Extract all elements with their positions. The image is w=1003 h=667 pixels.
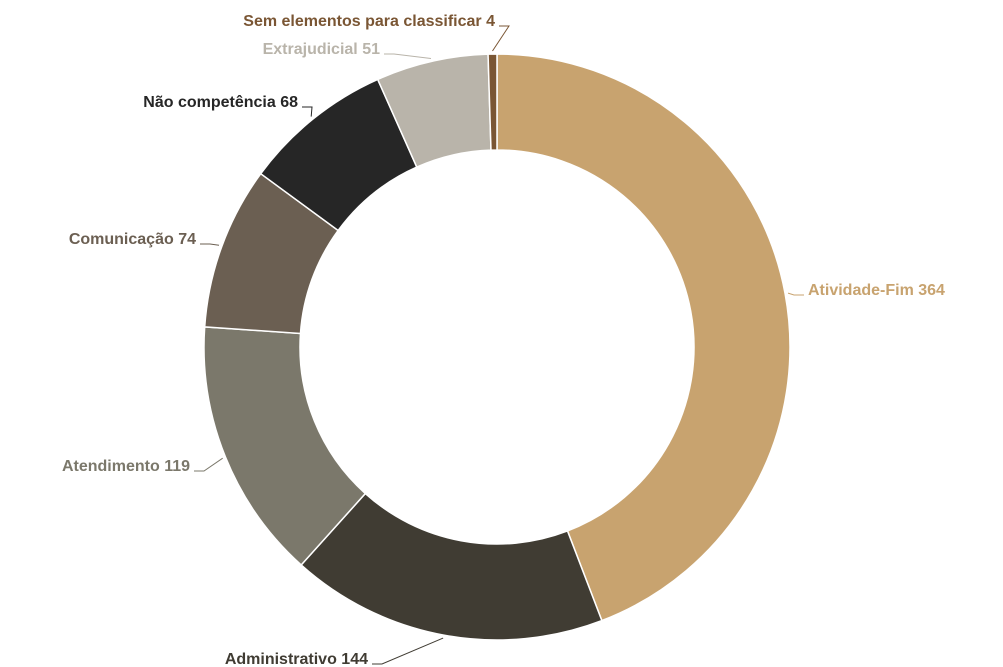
slice-label: Comunicação 74 — [69, 231, 196, 248]
slice-label-value: 119 — [164, 458, 190, 475]
slice-label-value: 74 — [178, 231, 196, 248]
slice-label-name: Não competência — [143, 94, 276, 111]
leader-line — [384, 53, 432, 59]
slice-label: Administrativo 144 — [225, 651, 368, 667]
slice-label-value: 51 — [362, 41, 380, 58]
slice-label-name: Administrativo — [225, 651, 337, 667]
slice-label-value: 68 — [280, 94, 298, 111]
slice-label-value: 144 — [341, 651, 368, 667]
leader-line — [194, 457, 223, 472]
slice-label-name: Sem elementos para classificar — [243, 13, 481, 30]
slice-label-name: Extrajudicial — [263, 41, 358, 58]
slice-label-name: Atendimento — [62, 458, 160, 475]
leader-line — [372, 637, 444, 665]
donut-slice — [487, 53, 498, 151]
donut-slice — [496, 53, 791, 622]
slice-label-name: Atividade-Fim — [808, 282, 914, 299]
slice-label: Extrajudicial 51 — [263, 41, 381, 58]
leader-line — [492, 25, 510, 52]
leader-line — [787, 292, 804, 296]
slice-label: Atividade-Fim 364 — [808, 282, 945, 299]
slice-label: Atendimento 119 — [62, 458, 190, 475]
leader-line — [302, 106, 313, 117]
slice-label: Não competência 68 — [143, 94, 298, 111]
slice-label-value: 364 — [918, 282, 945, 299]
slice-label: Sem elementos para classificar 4 — [243, 13, 495, 30]
slice-label-value: 4 — [486, 13, 495, 30]
leader-line — [200, 243, 220, 246]
slice-label-name: Comunicação — [69, 231, 174, 248]
